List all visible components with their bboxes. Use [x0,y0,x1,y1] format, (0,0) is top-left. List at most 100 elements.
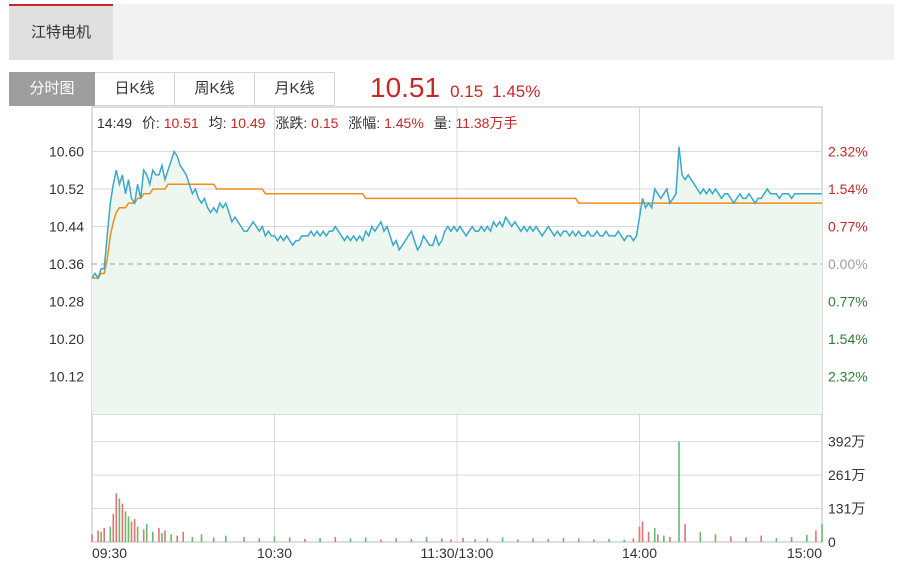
volume-bar [547,538,550,542]
volume-bar [124,511,127,542]
pct-tick: 2.32% [828,144,868,160]
volume-bar [410,538,413,542]
volume-bar [319,537,321,542]
volume-bar [161,533,163,542]
volume-bar [647,531,650,542]
pct-tick: 1.54% [828,181,868,197]
volume-bar [450,539,452,542]
info-avg-label: 均: [209,115,227,131]
volume-bar [191,536,194,542]
volume-bar [425,536,428,542]
volume-bar [760,535,762,542]
volume-bar [641,521,644,542]
volume-bar [730,536,732,542]
tab-monthly-k[interactable]: 月K线 [255,72,335,106]
stock-tab[interactable]: 江特电机 [9,4,113,60]
volume-bar [657,534,659,542]
volume-tick: 0 [828,534,836,550]
volume-bar [176,535,178,542]
volume-bar [562,537,565,542]
price-tick: 10.52 [49,181,84,197]
volume-bars [91,441,823,542]
volume-bar [699,531,702,542]
volume-bar [103,527,105,542]
info-bar: 14:49 价: 10.51 均: 10.49 涨跌: 0.15 涨幅: 1.4… [97,115,517,131]
time-tick: 09:30 [92,545,127,561]
info-change-label: 涨跌: [275,115,307,131]
volume-bar [273,536,276,542]
volume-bar [501,537,504,542]
volume-bar [112,513,115,542]
volume-bar [669,536,671,542]
volume-bar [517,539,519,542]
volume-bar [200,534,203,542]
volume-tick: 261万 [828,467,865,483]
volume-bar [364,537,367,542]
quote-change: 0.15 [450,82,484,101]
volume-bar [678,441,680,542]
volume-bar [225,535,227,542]
volume-bar [474,538,476,542]
volume-bar [462,537,464,542]
volume-bar [258,538,261,542]
info-price-label: 价: [142,115,160,131]
volume-axis: 392万 261万 131万 0 [828,434,865,550]
tab-intraday[interactable]: 分时图 [9,72,95,106]
volume-bar [109,526,112,542]
info-change: 0.15 [311,115,338,131]
volume-bar [623,539,626,542]
quote-price: 10.51 [370,72,441,103]
time-tick: 15:00 [787,545,822,561]
volume-bar [806,534,808,542]
tab-daily-k[interactable]: 日K线 [95,72,175,106]
info-pct-label: 涨幅: [348,115,380,131]
volume-bar [164,530,166,542]
volume-bar [532,538,534,542]
info-time: 14:49 [97,115,132,131]
tab-weekly-k[interactable]: 周K线 [175,72,255,106]
volume-bar [145,524,148,542]
volume-bar [790,536,793,542]
volume-bar [121,503,124,542]
pct-tick: 0.77% [828,219,868,235]
stock-tab-bar: 江特电机 [9,4,894,60]
volume-bar [182,531,184,542]
pct-tick: 1.54% [828,331,868,347]
pct-tick: 0.00% [828,256,868,272]
volume-bar [142,529,145,542]
volume-bar [288,537,291,542]
volume-tick: 392万 [828,434,865,450]
volume-bar [127,516,130,542]
volume-bar [745,537,747,542]
volume-bar [118,498,121,542]
volume-bar [608,538,610,542]
info-volume-label: 量: [434,115,452,131]
price-line [91,146,822,280]
volume-bar [593,539,595,542]
pct-axis: 2.32% 1.54% 0.77% 0.00% 0.77% 1.54% 2.32% [828,144,868,385]
price-tick: 10.44 [49,219,84,235]
volume-bar [577,538,580,542]
volume-bar [133,519,136,542]
pct-tick: 2.32% [828,369,868,385]
pct-tick: 0.77% [828,294,868,310]
avg-price-line [92,183,822,279]
price-tick: 10.12 [49,369,84,385]
period-tabs: 分时图 日K线 周K线 月K线 [9,72,335,106]
time-tick: 14:00 [622,545,657,561]
quote: 10.51 0.15 1.45% [370,72,540,106]
price-axis: 10.60 10.52 10.44 10.36 10.28 10.20 10.12 [49,144,84,385]
volume-bar [821,524,823,542]
volume-bar [136,526,139,542]
quote-change-pct: 1.45% [492,82,541,101]
volume-bar [395,538,397,542]
volume-bar [714,534,717,542]
volume-bar [380,539,382,542]
volume-bar [100,531,102,542]
volume-bar [304,538,306,542]
volume-bar [97,530,99,542]
volume-bar [632,538,635,542]
info-volume: 11.38万手 [455,115,517,131]
volume-bar [441,538,443,542]
